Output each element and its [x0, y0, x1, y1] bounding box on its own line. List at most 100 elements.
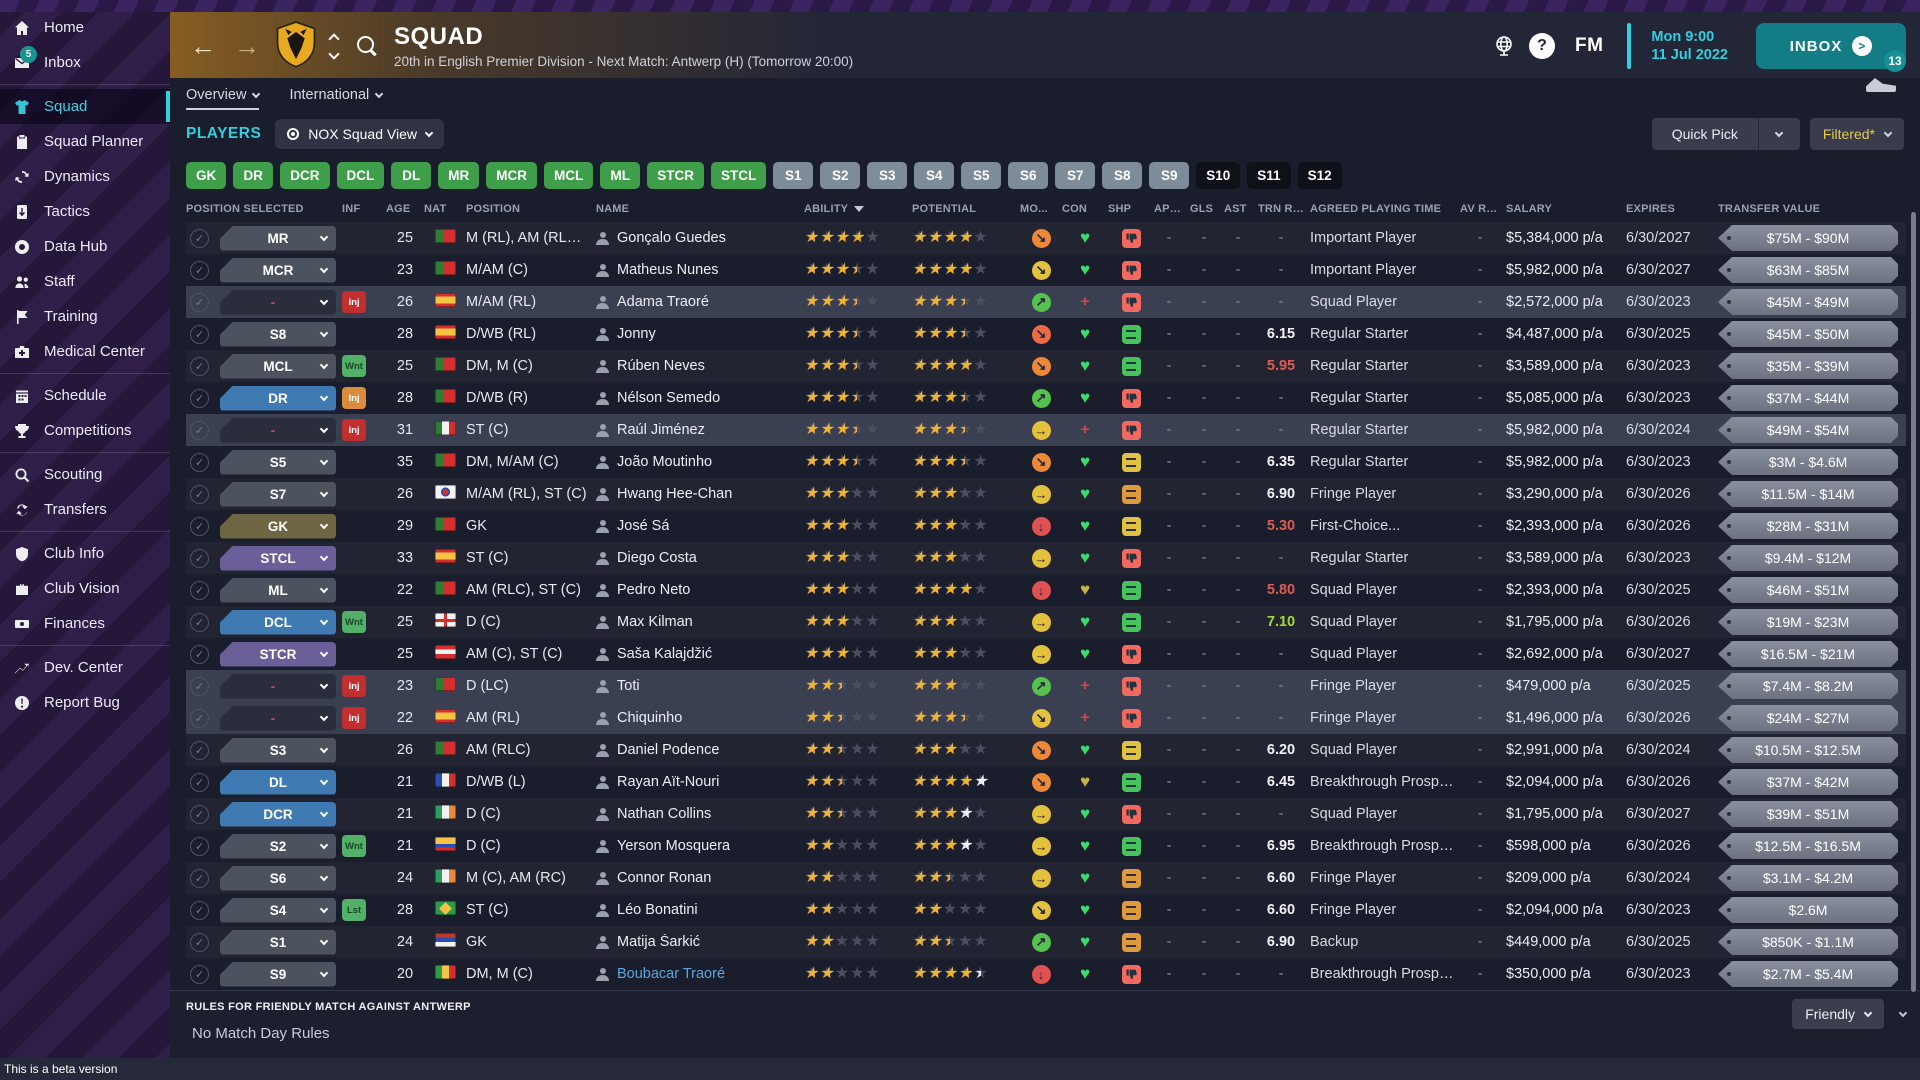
player-name[interactable]: Toti — [617, 678, 640, 694]
help-icon[interactable]: ? — [1528, 33, 1555, 59]
position-filter-mcr[interactable]: MCR — [486, 161, 537, 189]
transfer-value-tag[interactable]: $63M - $85M — [1718, 257, 1898, 283]
position-filter-dcl[interactable]: DCL — [336, 161, 385, 189]
row-select-check-icon[interactable]: ✓ — [190, 548, 209, 568]
filtered-button[interactable]: Filtered* — [1809, 118, 1904, 150]
player-name[interactable]: José Sá — [617, 518, 670, 534]
column-header-gls[interactable]: GLS — [1190, 203, 1214, 215]
position-filter-stcr[interactable]: STCR — [647, 161, 704, 189]
column-header-position[interactable]: POSITION — [466, 203, 521, 215]
column-header-con[interactable]: CON — [1062, 203, 1088, 215]
position-select-dropdown[interactable]: S4 — [220, 897, 336, 923]
position-select-dropdown[interactable]: - — [220, 705, 336, 731]
position-filter-dcr[interactable]: DCR — [280, 161, 330, 189]
player-name[interactable]: Yerson Mosquera — [617, 838, 731, 854]
row-select-check-icon[interactable]: ✓ — [190, 516, 209, 536]
row-select-check-icon[interactable]: ✓ — [190, 324, 209, 344]
transfer-value-tag[interactable]: $2.7M - $5.4M — [1718, 961, 1898, 987]
player-name[interactable]: Nélson Semedo — [617, 390, 721, 406]
row-select-check-icon[interactable]: ✓ — [190, 676, 209, 696]
position-filter-mr[interactable]: MR — [438, 161, 480, 189]
table-row-sa-a-kalajd-i[interactable]: ✓ STCR 25 AM (C), ST (C) Saša Kalajdžić ★ ★ ★ ★ ★… — [186, 638, 1906, 670]
position-filter-s11[interactable]: S11 — [1247, 161, 1291, 189]
position-select-dropdown[interactable]: MCR — [220, 257, 336, 283]
transfer-value-tag[interactable]: $2.6M — [1718, 897, 1898, 923]
quick-pick-button[interactable]: Quick Pick — [1651, 118, 1800, 150]
globe-icon[interactable] — [1489, 31, 1519, 61]
quick-pick-dropdown[interactable] — [1757, 118, 1800, 150]
table-row-n-lson-semedo[interactable]: ✓ DR Inj 28 D/WB (R) Nélson Semedo ★ ★ ★ ★ ★ ★ ★ ★ ★ ★ ★… — [186, 382, 1906, 414]
transfer-value-tag[interactable]: $39M - $51M — [1718, 801, 1898, 827]
column-header-trn-rat[interactable]: TRN RAT — [1258, 203, 1307, 215]
player-name[interactable]: Rúben Neves — [617, 358, 705, 374]
player-name[interactable]: Daniel Podence — [617, 742, 720, 758]
position-select-dropdown[interactable]: S1 — [220, 929, 336, 955]
search-icon[interactable] — [356, 35, 378, 57]
transfer-value-tag[interactable]: $37M - $44M — [1718, 385, 1898, 411]
forward-arrow-icon[interactable]: → — [234, 30, 260, 61]
position-select-dropdown[interactable]: S3 — [220, 737, 336, 763]
panel-collapse-chevron[interactable] — [1898, 1008, 1908, 1017]
position-select-dropdown[interactable]: DR — [220, 385, 336, 411]
transfer-value-tag[interactable]: $49M - $54M — [1718, 417, 1898, 443]
player-name[interactable]: Saša Kalajdžić — [617, 646, 713, 662]
player-name[interactable]: Rayan Aït-Nouri — [617, 774, 720, 790]
column-header-mo[interactable]: MO... — [1020, 203, 1048, 215]
column-header-apps[interactable]: APPS — [1154, 203, 1185, 215]
match-type-selector[interactable]: Friendly — [1792, 999, 1884, 1029]
sidebar-item-dev-center[interactable]: Dev. Center — [0, 650, 170, 685]
tab-overview[interactable]: Overview — [186, 78, 261, 112]
position-filter-dr[interactable]: DR — [233, 161, 274, 189]
table-row-adama-traor[interactable]: ✓ - Inj 26 M/AM (RL) Adama Traoré ★ ★ ★ ★ ★ ★ ★ ★ ★ ★ ★ ★… — [186, 286, 1906, 318]
position-filter-s10[interactable]: S10 — [1196, 161, 1241, 189]
player-name[interactable]: João Moutinho — [617, 454, 713, 470]
column-header-av-rat[interactable]: AV RAT — [1460, 203, 1501, 215]
position-filter-s9[interactable]: S9 — [1149, 161, 1190, 189]
player-name[interactable]: Gonçalo Guedes — [617, 230, 726, 246]
transfer-value-tag[interactable]: $850K - $1.1M — [1718, 929, 1898, 955]
row-select-check-icon[interactable]: ✓ — [190, 260, 209, 280]
player-name[interactable]: Raúl Jiménez — [617, 422, 705, 438]
column-header-salary[interactable]: SALARY — [1506, 203, 1553, 215]
transfer-value-tag[interactable]: $16.5M - $21M — [1718, 641, 1898, 667]
team-switcher-chevrons[interactable] — [328, 32, 340, 60]
position-select-dropdown[interactable]: DCL — [220, 609, 336, 635]
row-select-check-icon[interactable]: ✓ — [190, 292, 209, 312]
row-select-check-icon[interactable]: ✓ — [190, 964, 209, 984]
position-filter-s4[interactable]: S4 — [914, 161, 955, 189]
transfer-value-tag[interactable]: $10.5M - $12.5M — [1718, 737, 1898, 763]
sidebar-item-inbox[interactable]: 5 Inbox — [0, 45, 170, 80]
player-name[interactable]: Boubacar Traoré — [617, 966, 726, 982]
column-header-name[interactable]: NAME — [596, 203, 630, 215]
player-name[interactable]: Hwang Hee-Chan — [617, 486, 733, 502]
position-select-dropdown[interactable]: S2 — [220, 833, 336, 859]
column-header-shp[interactable]: SHP — [1108, 203, 1132, 215]
sidebar-item-home[interactable]: Home — [0, 10, 170, 45]
club-crest-icon[interactable] — [274, 21, 318, 71]
table-row-rayan-a-t-nouri[interactable]: ✓ DL 21 D/WB (L) Rayan Aït-Nouri ★ ★ ★ ★ ★ ★ ★ ★ ★ ★ ★ ★… — [186, 766, 1906, 798]
back-arrow-icon[interactable]: ← — [190, 30, 216, 61]
sidebar-item-data-hub[interactable]: Data Hub — [0, 229, 170, 264]
position-filter-ml[interactable]: ML — [600, 161, 641, 189]
position-select-dropdown[interactable]: - — [220, 673, 336, 699]
sidebar-item-finances[interactable]: Finances — [0, 606, 170, 641]
transfer-value-tag[interactable]: $35M - $39M — [1718, 353, 1898, 379]
sidebar-item-squad[interactable]: Squad — [0, 89, 170, 124]
table-row-r-ben-neves[interactable]: ✓ MCL Wnt 25 DM, M (C) Rúben Neves ★ ★ ★ ★ ★ ★ ★ ★ ★ ★ ★… — [186, 350, 1906, 382]
position-filter-s12[interactable]: S12 — [1297, 161, 1342, 189]
player-name[interactable]: Adama Traoré — [617, 294, 709, 310]
position-select-dropdown[interactable]: S5 — [220, 449, 336, 475]
column-header-nat[interactable]: NAT — [424, 203, 447, 215]
column-header-inf[interactable]: INF — [342, 203, 361, 215]
inbox-continue-button[interactable]: INBOX > — [1756, 23, 1906, 69]
row-select-check-icon[interactable]: ✓ — [190, 740, 209, 760]
position-select-dropdown[interactable]: - — [220, 417, 336, 443]
position-select-dropdown[interactable]: STCL — [220, 545, 336, 571]
row-select-check-icon[interactable]: ✓ — [190, 420, 209, 440]
position-select-dropdown[interactable]: S6 — [220, 865, 336, 891]
sidebar-item-schedule[interactable]: Schedule — [0, 378, 170, 413]
transfer-value-tag[interactable]: $46M - $51M — [1718, 577, 1898, 603]
row-select-check-icon[interactable]: ✓ — [190, 836, 209, 856]
